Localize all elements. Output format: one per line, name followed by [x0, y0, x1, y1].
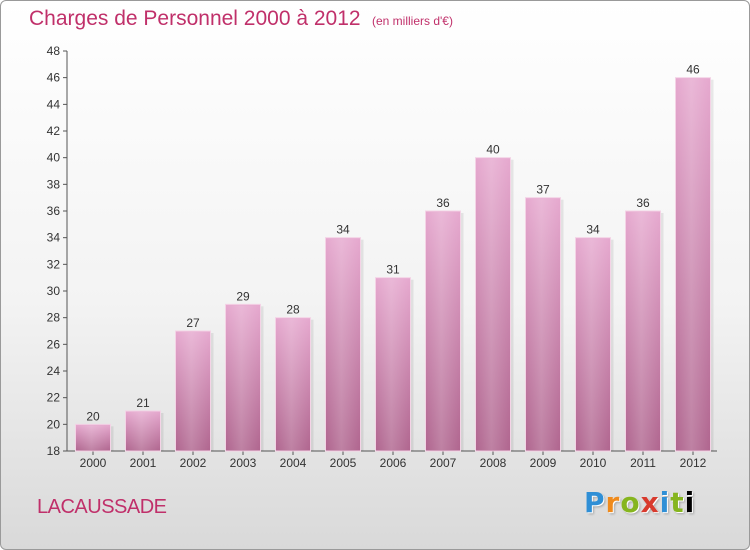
bar-highlight: [426, 212, 460, 450]
y-tick-label: 22: [47, 391, 61, 405]
bar-highlight: [76, 425, 110, 450]
y-tick-label: 26: [47, 337, 61, 351]
value-label: 27: [186, 316, 200, 330]
value-label: 34: [336, 223, 350, 237]
y-tick-label: 36: [47, 204, 61, 218]
value-label: 21: [136, 396, 150, 410]
bar-highlight: [326, 238, 360, 450]
x-tick-label: 2005: [330, 456, 357, 470]
value-label: 36: [436, 196, 450, 210]
x-tick-label: 2000: [80, 456, 107, 470]
bar-highlight: [676, 78, 710, 451]
value-label: 28: [286, 303, 300, 317]
bar-highlight: [626, 212, 660, 450]
y-tick-label: 44: [47, 97, 61, 111]
chart-subtitle: (en milliers d'€): [372, 14, 453, 28]
x-tick-label: 2011: [630, 456, 656, 470]
y-tick-label: 32: [47, 257, 61, 271]
x-tick-label: 2006: [380, 456, 407, 470]
x-tick-label: 2002: [180, 456, 207, 470]
y-tick-label: 38: [47, 177, 61, 191]
value-label: 40: [486, 143, 500, 157]
logo-letter: x: [640, 486, 660, 519]
bar-highlight: [526, 198, 560, 450]
value-label: 37: [536, 183, 550, 197]
bar-highlight: [476, 158, 510, 450]
chart-bars: [75, 77, 714, 452]
value-label: 36: [636, 196, 650, 210]
bar-highlight: [576, 238, 610, 450]
place-name: LACAUSSADE: [37, 496, 167, 518]
y-tick-label: 46: [47, 71, 61, 85]
bar-highlight: [376, 278, 410, 450]
x-tick-label: 2012: [680, 456, 707, 470]
x-tick-label: 2010: [580, 456, 607, 470]
x-tick-label: 2001: [130, 456, 157, 470]
logo-letter: r: [605, 486, 621, 519]
bar-highlight: [176, 332, 210, 450]
x-tick-label: 2007: [430, 456, 457, 470]
bar-highlight: [226, 305, 260, 450]
proxiti-logo: Proxiti: [584, 486, 695, 519]
value-label: 34: [586, 223, 600, 237]
logo-letter: P: [584, 486, 606, 519]
value-label: 46: [686, 63, 700, 77]
x-tick-label: 2003: [230, 456, 257, 470]
y-tick-label: 30: [47, 284, 61, 298]
chart-title: Charges de Personnel 2000 à 2012: [29, 7, 361, 30]
x-tick-label: 2004: [280, 456, 307, 470]
x-tick-label: 2009: [530, 456, 557, 470]
y-tick-label: 40: [47, 151, 61, 165]
x-tick-label: 2008: [480, 456, 507, 470]
bar-highlight: [276, 318, 310, 450]
chart-labels: 20 2000 21 2001 27 2002 29 2003 28 2004 34 2005 31 20…: [80, 63, 707, 470]
bar-highlight: [126, 412, 160, 450]
value-label: 29: [236, 289, 250, 303]
y-tick-label: 42: [47, 124, 61, 138]
y-tick-label: 20: [47, 417, 61, 431]
value-label: 20: [86, 409, 100, 423]
value-label: 31: [386, 263, 400, 277]
logo-letter: i: [659, 486, 671, 519]
logo-letter: t: [670, 486, 685, 519]
logo-letter: i: [684, 486, 696, 519]
y-tick-label: 48: [47, 44, 61, 58]
y-tick-label: 34: [47, 231, 61, 245]
logo-letter: o: [620, 486, 641, 519]
y-tick-label: 18: [47, 444, 61, 458]
y-tick-label: 28: [47, 311, 61, 325]
y-tick-label: 24: [47, 364, 61, 378]
